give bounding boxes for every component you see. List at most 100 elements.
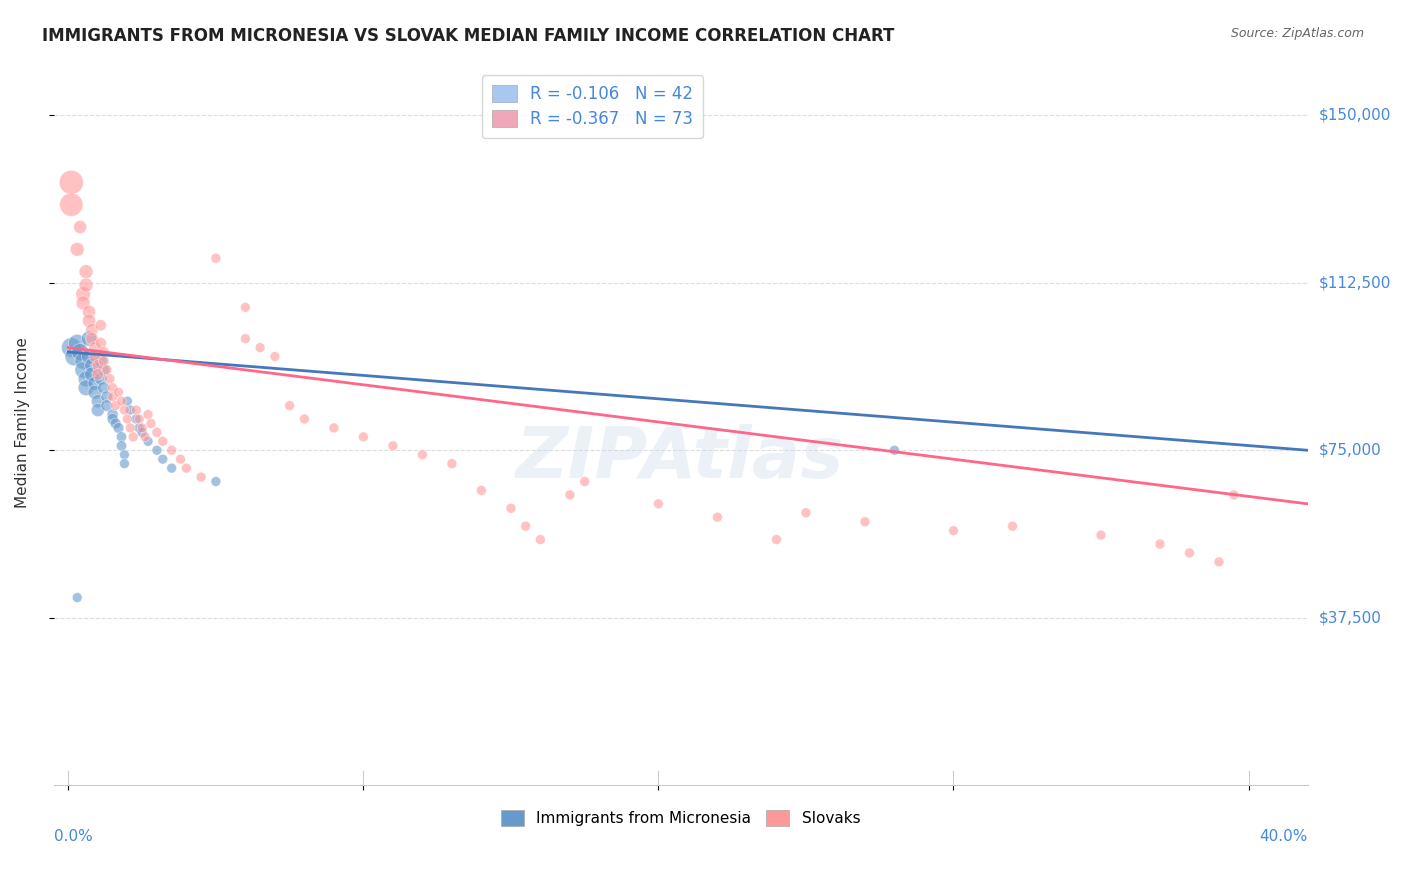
Point — [322, 421, 344, 435]
Text: Source: ZipAtlas.com: Source: ZipAtlas.com — [1230, 27, 1364, 40]
Point — [77, 314, 100, 328]
Point — [104, 417, 127, 431]
Point — [169, 452, 191, 467]
Y-axis label: Median Family Income: Median Family Income — [15, 337, 30, 508]
Point — [90, 354, 112, 368]
Point — [72, 296, 94, 310]
Point — [1208, 555, 1230, 569]
Text: 0.0%: 0.0% — [53, 829, 93, 844]
Point — [352, 430, 374, 444]
Text: ZIPAtlas: ZIPAtlas — [516, 424, 845, 493]
Point — [122, 430, 145, 444]
Point — [249, 341, 271, 355]
Point — [264, 350, 287, 364]
Point — [205, 475, 228, 489]
Point — [93, 354, 115, 368]
Point — [146, 425, 169, 440]
Point — [152, 452, 174, 467]
Text: $112,500: $112,500 — [1319, 276, 1391, 290]
Point — [160, 443, 183, 458]
Point — [128, 412, 150, 426]
Point — [110, 439, 132, 453]
Point — [75, 372, 97, 386]
Point — [80, 332, 103, 346]
Point — [90, 372, 112, 386]
Point — [278, 399, 301, 413]
Point — [139, 417, 162, 431]
Point — [112, 403, 135, 417]
Point — [93, 363, 115, 377]
Point — [176, 461, 198, 475]
Point — [110, 394, 132, 409]
Point — [190, 470, 212, 484]
Point — [84, 376, 107, 391]
Point — [942, 524, 965, 538]
Point — [72, 354, 94, 368]
Point — [235, 332, 257, 346]
Point — [499, 501, 522, 516]
Point — [84, 350, 107, 364]
Point — [75, 265, 97, 279]
Point — [80, 368, 103, 382]
Point — [440, 457, 463, 471]
Point — [235, 301, 257, 315]
Point — [84, 341, 107, 355]
Point — [60, 175, 83, 189]
Point — [706, 510, 728, 524]
Point — [112, 448, 135, 462]
Point — [87, 403, 110, 417]
Point — [66, 243, 89, 257]
Point — [90, 318, 112, 333]
Point — [87, 368, 110, 382]
Text: IMMIGRANTS FROM MICRONESIA VS SLOVAK MEDIAN FAMILY INCOME CORRELATION CHART: IMMIGRANTS FROM MICRONESIA VS SLOVAK MED… — [42, 27, 894, 45]
Point — [66, 336, 89, 351]
Text: $37,500: $37,500 — [1319, 610, 1382, 625]
Point — [853, 515, 876, 529]
Point — [117, 412, 139, 426]
Point — [131, 425, 153, 440]
Point — [77, 332, 100, 346]
Point — [112, 457, 135, 471]
Point — [883, 443, 905, 458]
Legend: Immigrants from Micronesia, Slovaks: Immigrants from Micronesia, Slovaks — [492, 801, 869, 836]
Point — [292, 412, 315, 426]
Point — [66, 591, 89, 605]
Point — [96, 399, 118, 413]
Point — [136, 408, 159, 422]
Point — [101, 408, 124, 422]
Point — [72, 363, 94, 377]
Point — [101, 412, 124, 426]
Point — [131, 421, 153, 435]
Point — [647, 497, 669, 511]
Point — [98, 372, 121, 386]
Point — [1222, 488, 1244, 502]
Point — [128, 421, 150, 435]
Point — [75, 381, 97, 395]
Point — [93, 381, 115, 395]
Point — [765, 533, 787, 547]
Point — [558, 488, 581, 502]
Point — [134, 430, 156, 444]
Text: $150,000: $150,000 — [1319, 108, 1391, 123]
Point — [93, 345, 115, 359]
Point — [120, 403, 142, 417]
Point — [1090, 528, 1112, 542]
Point — [794, 506, 817, 520]
Point — [125, 403, 148, 417]
Point — [574, 475, 596, 489]
Point — [101, 390, 124, 404]
Point — [136, 434, 159, 449]
Point — [90, 336, 112, 351]
Point — [205, 252, 228, 266]
Point — [60, 197, 83, 211]
Point — [107, 385, 129, 400]
Text: 40.0%: 40.0% — [1260, 829, 1308, 844]
Point — [107, 421, 129, 435]
Point — [60, 341, 83, 355]
Point — [470, 483, 492, 498]
Text: $75,000: $75,000 — [1319, 442, 1381, 458]
Point — [87, 359, 110, 373]
Point — [117, 394, 139, 409]
Point — [84, 385, 107, 400]
Point — [160, 461, 183, 475]
